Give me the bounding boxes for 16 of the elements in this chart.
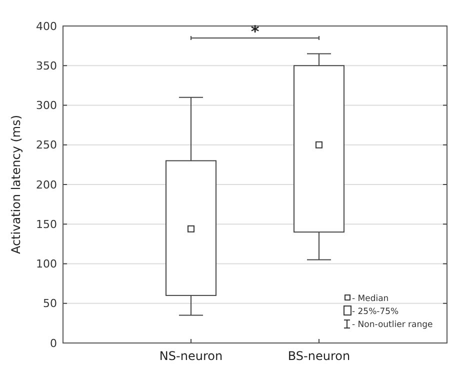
- y-tick-label: 300: [36, 99, 57, 112]
- y-tick-label: 400: [36, 20, 57, 33]
- y-tick-label: 150: [36, 218, 57, 231]
- y-axis-title: Activation latency (ms): [9, 114, 23, 254]
- annotation: - 25%-75%: [352, 306, 399, 317]
- y-tick-label: 50: [43, 297, 57, 310]
- annotation: *: [250, 22, 260, 41]
- annotation: - Non-outlier range: [352, 320, 433, 330]
- x-tick-label: BS-neuron: [288, 349, 350, 363]
- x-tick-label: NS-neuron: [159, 349, 223, 363]
- y-tick-label: 200: [36, 178, 57, 192]
- y-tick-label: 100: [36, 258, 57, 271]
- y-tick-label: 250: [36, 138, 57, 152]
- y-tick-label: 0: [50, 336, 57, 350]
- annotation: - Median: [352, 294, 389, 304]
- y-tick-label: 350: [36, 59, 57, 72]
